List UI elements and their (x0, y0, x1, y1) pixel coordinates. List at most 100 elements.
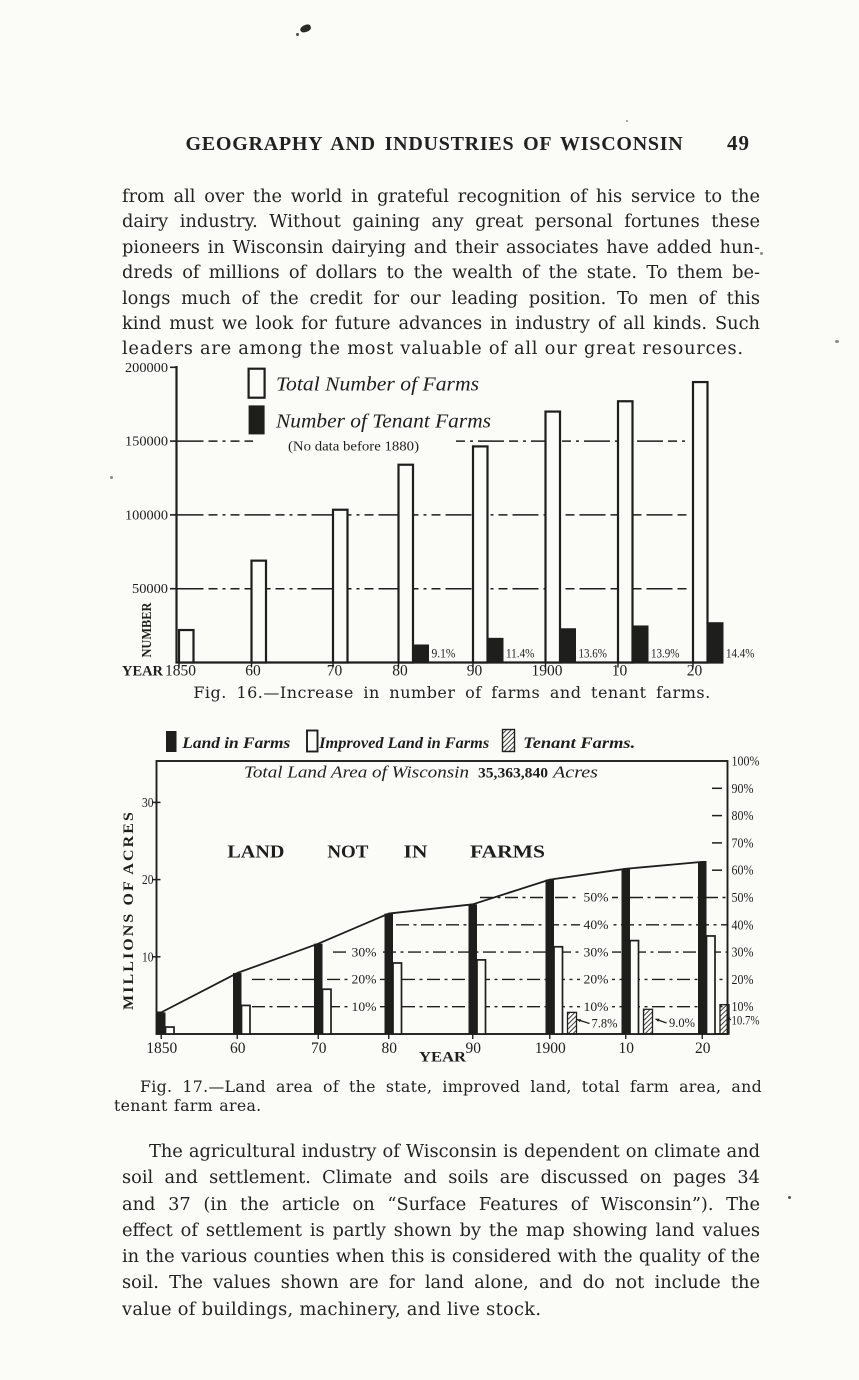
bar-tenant-farms-1900 (566, 1011, 578, 1035)
legend-swatch-total-farms (247, 367, 266, 399)
bar-total-farms-1900 (544, 410, 562, 664)
y-tick-label: 50000 (132, 581, 168, 596)
callout-arrow-head (655, 1018, 660, 1022)
bar-land-in-farms-20 (698, 861, 707, 1034)
text-line: pioneers in Wisconsin dairying and their… (122, 236, 760, 258)
callout-7-8: 7.8% (592, 1017, 618, 1031)
y-tick-label: 200000 (125, 360, 168, 375)
bar-land-in-farms-70 (314, 943, 323, 1034)
inner-pct-col1: 10% (352, 1000, 377, 1014)
legend-label-improved-land: Improved Land in Farms (318, 735, 489, 752)
right-axis-label: 20% (732, 972, 754, 987)
text-line: longs much of the credit for our leading… (122, 287, 760, 309)
text-line: soil and settlement. Climate and soils a… (122, 1167, 760, 1189)
tenant-pct-label: 13.6% (579, 646, 608, 661)
text-line: effect of settlement is partly shown by … (122, 1219, 760, 1241)
inner-pct-col2: 40% (584, 918, 609, 932)
inner-pct-col2-bg (580, 891, 612, 904)
left-tick-label: 20 (142, 872, 154, 887)
ink-speck (296, 33, 299, 36)
ink-speck (788, 1196, 791, 1199)
callout-arrow-head (726, 1017, 731, 1021)
x-tick-label: 60 (245, 663, 261, 680)
plot-border (155, 760, 729, 1035)
bar-land-in-farms-60 (233, 973, 242, 1034)
legend-label-tenant-farms: Number of Tenant Farms (275, 411, 491, 433)
bar-land-in-farms-10 (621, 868, 630, 1034)
x-tick-label: 90 (466, 1040, 482, 1057)
text-line: soil. The values shown are for land alon… (122, 1272, 760, 1294)
bar-total-farms-90 (471, 445, 489, 664)
right-axis-label: 40% (732, 917, 754, 932)
bar-tenant-farms-20 (707, 622, 724, 663)
bar-tenant-farms-20 (719, 1004, 730, 1035)
bar-tenant-farms-10 (632, 625, 649, 663)
x-tick-label: 1850 (146, 1040, 177, 1057)
bar-total-farms-20 (691, 380, 709, 664)
inner-pct-col1: 20% (352, 973, 377, 987)
right-axis-label: 50% (732, 890, 754, 905)
y-tick-label: 100000 (125, 507, 168, 522)
legend-swatch-improved-land (306, 729, 319, 753)
callout-9-0: 9.0% (669, 1016, 695, 1030)
bar-tenant-farms-80 (413, 644, 429, 663)
inner-title-number: 35,363,840 (478, 766, 548, 782)
bar-land-in-farms-1850 (157, 1012, 166, 1034)
callout-10-7: 10.7% (732, 1014, 760, 1028)
paragraph-bottom: The agricultural industry of Wisconsin i… (122, 1139, 760, 1323)
legend-note: (No data before 1880) (288, 439, 419, 454)
tenant-pct-label: 9.1% (432, 646, 456, 661)
legend-label-total-farms: Total Number of Farms (276, 374, 479, 396)
legend-swatch-tenant-farms (501, 728, 516, 753)
bar-total-farms-70 (331, 508, 349, 664)
land-in-farms-curve (156, 860, 707, 1014)
x-tick-label: 80 (392, 663, 408, 680)
right-axis-label: 10% (732, 999, 754, 1014)
text-line: kind must we look for future advances in… (122, 313, 760, 335)
inner-pct-col2-bg (580, 945, 612, 959)
left-tick-label: 10 (142, 949, 154, 964)
bar-improved-land-20 (705, 935, 716, 1035)
bar-tenant-farms-90 (487, 637, 504, 663)
text-line: The agricultural industry of Wisconsin i… (149, 1141, 760, 1162)
inner-title-script: Total Land Area of Wisconsin (244, 763, 469, 782)
caption-line: tenant farm area. (114, 1096, 262, 1115)
x-axis-title: YEAR (122, 664, 163, 680)
bar-improved-land-1900 (553, 945, 564, 1035)
inner-pct-col2: 50% (584, 891, 609, 905)
inner-pct-col2-bg (580, 918, 612, 932)
inner-pct-col1: 30% (352, 945, 377, 959)
bar-improved-land-80 (392, 962, 403, 1035)
legend-label-tenant-farms: Tenant Farms. (523, 735, 635, 752)
right-axis-label: 70% (732, 835, 754, 850)
inner-title-acres: Acres (552, 763, 599, 782)
x-tick-label: 1900 (532, 663, 563, 680)
paragraph-top: from all over the world in grateful reco… (122, 184, 760, 362)
ink-speck (110, 476, 113, 479)
bar-total-farms-1850 (177, 628, 195, 664)
fig16-caption: Fig. 16.—Increase in number of farms and… (193, 683, 711, 702)
ink-speck (626, 120, 628, 122)
bar-land-in-farms-1900 (545, 879, 554, 1034)
inner-pct-col2-bg (580, 972, 612, 986)
inner-pct-col1-bg (348, 972, 380, 986)
ink-speck (835, 340, 839, 343)
legend-swatch-land-in-farms (166, 731, 177, 752)
area-label-word: LAND (227, 842, 284, 862)
x-tick-label: 70 (327, 663, 343, 680)
bar-land-in-farms-80 (384, 913, 393, 1034)
bar-tenant-farms-1900 (560, 628, 576, 663)
left-tick-label: 30 (142, 795, 154, 810)
ink-speck (760, 252, 763, 255)
right-axis-label: 60% (732, 863, 754, 878)
text-line: dairy industry. Without gaining any grea… (122, 211, 760, 233)
page-number: 49 (727, 131, 750, 155)
inner-pct-col1-bg (348, 1000, 380, 1014)
x-axis-title: YEAR (419, 1050, 466, 1066)
bar-improved-land-70 (321, 988, 332, 1035)
text-line: leaders are among the most valuable of a… (122, 338, 744, 360)
x-tick-label: 70 (311, 1040, 327, 1057)
